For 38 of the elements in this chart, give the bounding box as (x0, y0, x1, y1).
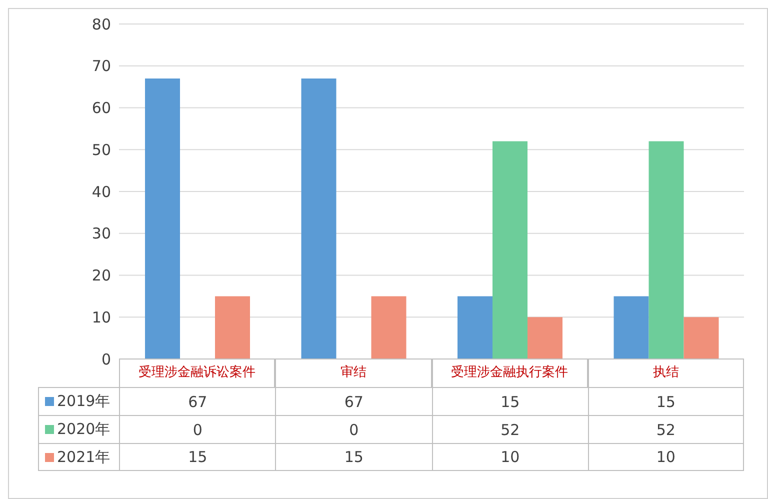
x-tick-label: 受理涉金融诉讼案件 (138, 364, 256, 380)
x-tick-label: 执结 (652, 365, 679, 380)
y-tick-label: 10 (92, 308, 111, 326)
bar (371, 296, 406, 359)
legend-label: 2019年 (57, 392, 110, 411)
bar (492, 141, 528, 359)
data-label: 15 (119, 444, 276, 470)
bar (215, 296, 250, 359)
y-tick-label: 60 (92, 99, 111, 118)
x-tick-label: 受理涉金融执行案件 (451, 364, 568, 380)
y-tick-label: 0 (101, 350, 111, 368)
data-label: 0 (119, 416, 276, 443)
data-label: 10 (588, 444, 744, 470)
y-tick-label: 20 (92, 266, 111, 285)
data-label: 67 (275, 388, 432, 415)
y-tick-label: 70 (92, 57, 111, 76)
y-tick-label: 50 (92, 140, 111, 159)
x-tick-label: 审结 (340, 364, 366, 380)
data-label: 67 (119, 388, 276, 415)
data-label: 0 (275, 416, 432, 443)
bar (528, 317, 562, 359)
bar (614, 296, 649, 359)
bar (301, 78, 336, 359)
y-tick-label: 80 (92, 15, 111, 34)
data-label: 15 (275, 444, 432, 470)
data-label: 10 (432, 444, 588, 470)
bar (684, 317, 719, 359)
bar (648, 141, 684, 359)
bar (145, 78, 180, 359)
legend-label: 2021年 (57, 448, 110, 466)
legend-label: 2020年 (57, 420, 110, 439)
data-label: 52 (588, 416, 744, 443)
data-label: 15 (588, 388, 744, 415)
y-tick-label: 40 (92, 182, 111, 201)
bar (458, 296, 492, 359)
data-label: 52 (432, 416, 588, 443)
data-label: 15 (432, 388, 588, 415)
y-tick-label: 30 (92, 224, 111, 243)
